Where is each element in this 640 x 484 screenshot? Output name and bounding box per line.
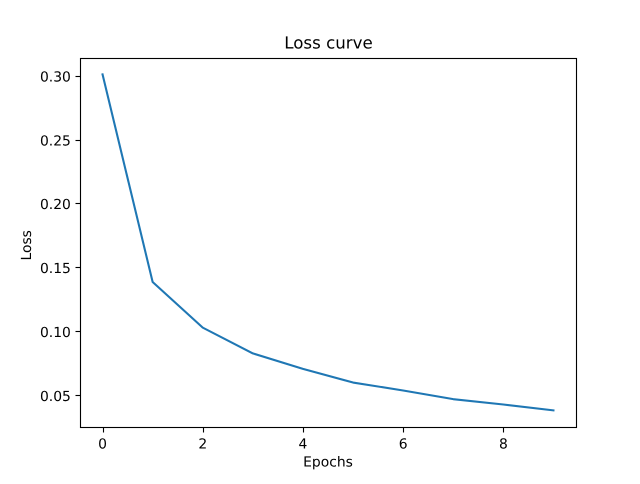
x-axis-label: Epochs [303, 455, 353, 471]
chart-title: Loss curve [284, 34, 373, 53]
curve-loss [101, 73, 555, 412]
y-tick-label: 0.30 [40, 69, 71, 85]
axes-frame [79, 57, 578, 429]
y-tick-label: 0.15 [40, 261, 71, 277]
x-tick-label: 4 [299, 436, 308, 452]
x-tick-label: 0 [98, 436, 107, 452]
x-axis-ticks: 0 2 4 6 8 [98, 427, 508, 452]
y-tick-label: 0.05 [40, 389, 71, 405]
axes-spines [79, 57, 578, 429]
y-tick-label: 0.25 [40, 133, 71, 149]
x-tick-label: 8 [499, 436, 508, 452]
series-lines [101, 73, 555, 412]
y-axis-ticks: 0.05 0.10 0.15 0.20 0.25 0.30 [40, 69, 81, 405]
x-tick-label: 6 [399, 436, 408, 452]
y-axis-label: Loss [19, 230, 35, 260]
x-tick-label: 2 [198, 436, 207, 452]
y-tick-label: 0.10 [40, 325, 71, 341]
y-tick-label: 0.20 [40, 197, 71, 213]
